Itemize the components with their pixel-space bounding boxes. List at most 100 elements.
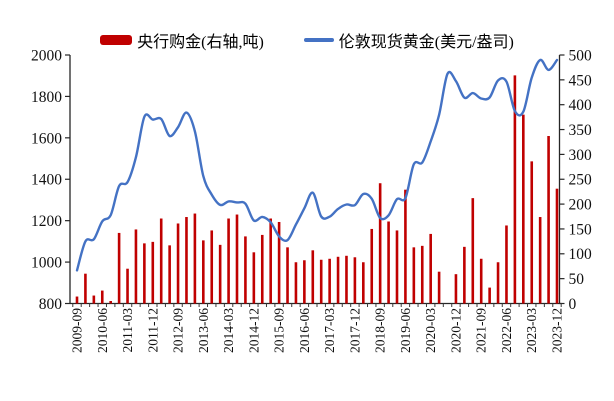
x-axis-tick-label: 2016-06 — [297, 308, 312, 353]
bar — [269, 218, 272, 304]
x-axis-tick-label: 2011-12 — [145, 308, 160, 353]
left-axis-tick-label: 1200 — [31, 213, 62, 230]
bar — [159, 218, 163, 304]
bar — [126, 268, 129, 304]
x-axis-tick-label: 2020-12 — [448, 308, 463, 353]
bar — [185, 217, 188, 304]
right-axis-tick-label: 0 — [569, 296, 577, 313]
left-axis-tick-label: 800 — [39, 296, 63, 313]
right-axis-tick-label: 200 — [569, 197, 593, 214]
x-axis-tick-label: 2017-12 — [347, 308, 362, 353]
x-axis-tick-label: 2019-06 — [398, 308, 413, 353]
bar — [378, 183, 382, 304]
x-axis-tick-label: 2009-09 — [70, 308, 85, 353]
bar — [412, 247, 416, 304]
bar — [328, 258, 331, 304]
right-axis-tick-label: 150 — [569, 221, 593, 238]
x-axis-tick-label: 2010-06 — [95, 308, 110, 353]
x-axis-tick-label: 2014-12 — [246, 308, 261, 353]
bar — [420, 245, 424, 304]
right-axis-labels: 0 50 100 150 200 250 300 350 400 450 500 — [559, 47, 593, 313]
bar — [319, 259, 323, 304]
bar — [202, 240, 205, 304]
bar — [143, 243, 146, 304]
bar — [513, 75, 517, 304]
x-axis-labels: 2009-09 2010-06 2011-03 2011-12 2012-09 2013-… — [70, 308, 565, 353]
x-axis-tick-label: 2011-03 — [120, 308, 135, 353]
left-axis-tick-label: 1600 — [31, 130, 62, 147]
bar — [92, 295, 96, 304]
bar — [437, 271, 441, 304]
right-axis-tick-label: 250 — [569, 172, 593, 189]
bar — [370, 228, 374, 304]
x-axis-ticks — [72, 303, 562, 307]
bar — [404, 189, 407, 304]
x-axis-tick-label: 2022-06 — [499, 308, 514, 353]
bar — [488, 287, 491, 304]
bar — [547, 136, 550, 304]
x-axis-tick-label: 2018-09 — [373, 308, 388, 353]
right-axis-tick-label: 350 — [569, 122, 593, 139]
bar — [84, 273, 87, 304]
x-axis-tick-label: 2023-12 — [549, 308, 564, 353]
bar — [496, 262, 500, 304]
left-axis-tick-label: 1400 — [31, 172, 62, 189]
right-axis-tick-label: 50 — [569, 271, 585, 288]
bar — [345, 255, 348, 304]
x-axis-tick-label: 2014-03 — [221, 308, 236, 353]
bar — [168, 245, 171, 304]
bar — [522, 114, 525, 304]
right-axis-tick-label: 400 — [569, 97, 593, 114]
x-axis-tick-label: 2017-03 — [322, 308, 337, 353]
left-axis-labels: 800 1000 1200 1400 1600 1800 2000 — [31, 47, 70, 313]
right-axis-tick-label: 300 — [569, 147, 593, 164]
bar — [505, 225, 508, 304]
right-axis-tick-label: 450 — [569, 72, 593, 89]
x-axis-tick-label: 2013-06 — [196, 308, 211, 353]
bar — [134, 229, 138, 304]
bar — [176, 223, 180, 304]
right-axis-tick-label: 100 — [569, 246, 593, 263]
bar — [429, 233, 432, 304]
bar — [235, 214, 239, 304]
bar — [311, 250, 315, 304]
left-axis-tick-label: 2000 — [31, 47, 62, 64]
bar — [100, 290, 104, 304]
bar — [471, 198, 475, 304]
bar — [260, 234, 264, 304]
bar — [454, 274, 458, 304]
bar — [387, 221, 390, 304]
bar — [538, 217, 542, 304]
bar — [277, 221, 281, 304]
bar — [109, 301, 112, 304]
bar — [227, 218, 230, 304]
bar — [151, 241, 155, 304]
bar — [530, 161, 534, 304]
bars-series — [75, 75, 559, 304]
bar — [244, 236, 247, 304]
bar — [336, 256, 340, 304]
bar — [210, 230, 214, 304]
x-axis-tick-label: 2020-03 — [423, 308, 438, 353]
bar — [303, 260, 306, 304]
x-axis-tick-label: 2023-03 — [524, 308, 539, 353]
bar — [479, 258, 483, 304]
bar — [395, 230, 399, 304]
left-axis-tick-label: 1800 — [31, 89, 62, 106]
x-axis-tick-label: 2012-09 — [171, 308, 186, 353]
bar — [117, 232, 121, 304]
x-axis-tick-label: 2015-09 — [272, 308, 287, 353]
bar — [463, 246, 466, 304]
left-axis-tick-label: 1000 — [31, 255, 62, 272]
bar — [353, 257, 357, 304]
bar — [75, 296, 79, 304]
bar — [193, 213, 197, 304]
bar — [362, 262, 365, 304]
x-axis-tick-label: 2021-09 — [474, 308, 489, 353]
right-axis-tick-label: 500 — [569, 47, 593, 64]
bar — [555, 188, 559, 304]
bar — [294, 262, 298, 304]
bar — [252, 252, 256, 304]
